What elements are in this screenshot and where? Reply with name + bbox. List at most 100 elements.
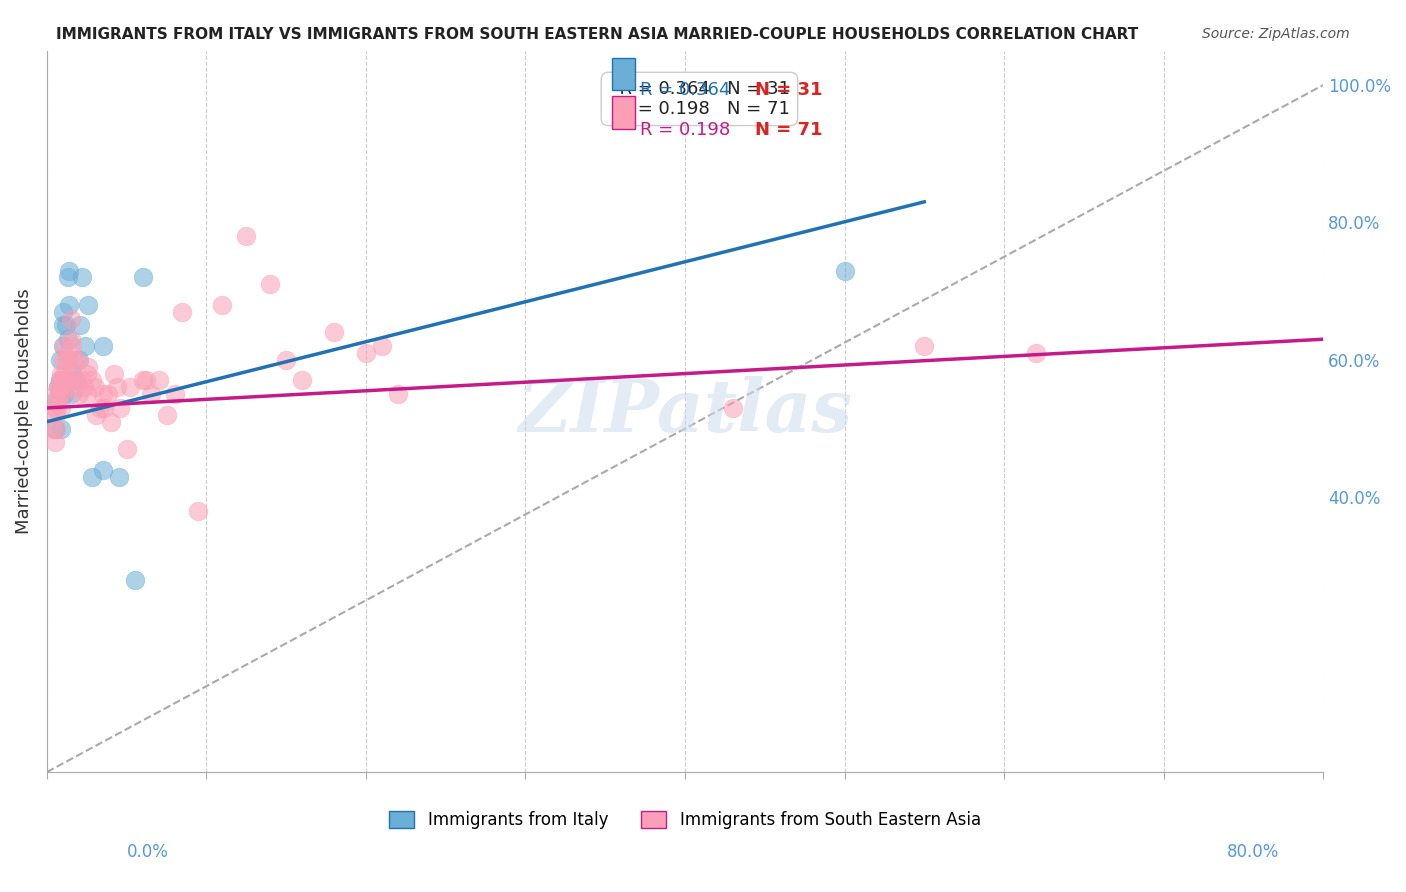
Point xyxy=(131,374,153,388)
Point xyxy=(118,380,141,394)
Point xyxy=(80,469,103,483)
Y-axis label: Married-couple Households: Married-couple Households xyxy=(15,288,32,534)
Point xyxy=(44,394,66,409)
Point xyxy=(45,401,67,415)
Text: R = 0.364: R = 0.364 xyxy=(640,81,731,99)
Point xyxy=(721,401,744,415)
Point xyxy=(59,387,82,401)
Point xyxy=(55,318,77,333)
Point xyxy=(56,346,79,360)
Point xyxy=(51,367,73,381)
Point xyxy=(107,469,129,483)
Point xyxy=(91,387,114,401)
Point xyxy=(65,374,87,388)
Point xyxy=(105,380,128,394)
Point xyxy=(93,401,115,415)
Point xyxy=(48,380,70,394)
Point xyxy=(52,304,75,318)
Point xyxy=(44,435,66,450)
Point xyxy=(96,387,118,401)
Text: Source: ZipAtlas.com: Source: ZipAtlas.com xyxy=(1202,27,1350,41)
Point xyxy=(51,401,73,415)
Point xyxy=(58,352,80,367)
Point xyxy=(62,339,84,353)
Point xyxy=(91,339,114,353)
Point xyxy=(46,394,69,409)
Point xyxy=(53,387,76,401)
Point xyxy=(354,346,377,360)
Point xyxy=(53,367,76,381)
Point xyxy=(77,298,100,312)
Point xyxy=(48,387,70,401)
Point xyxy=(187,504,209,518)
Point xyxy=(291,374,314,388)
Point xyxy=(1025,346,1047,360)
Point xyxy=(211,298,233,312)
Text: 0.0%: 0.0% xyxy=(127,843,169,861)
Point xyxy=(69,318,91,333)
Point xyxy=(44,387,66,401)
Text: IMMIGRANTS FROM ITALY VS IMMIGRANTS FROM SOUTH EASTERN ASIA MARRIED-COUPLE HOUSE: IMMIGRANTS FROM ITALY VS IMMIGRANTS FROM… xyxy=(56,27,1139,42)
Point xyxy=(103,367,125,381)
Point xyxy=(59,332,82,346)
Point xyxy=(259,277,281,292)
Point xyxy=(124,573,146,587)
Point xyxy=(66,352,89,367)
Point xyxy=(83,380,105,394)
Point xyxy=(91,463,114,477)
Point xyxy=(58,298,80,312)
Point xyxy=(70,270,93,285)
Point xyxy=(235,229,257,244)
Point xyxy=(172,304,194,318)
Point xyxy=(67,387,90,401)
Point xyxy=(51,421,73,435)
Text: ZIPatlas: ZIPatlas xyxy=(517,376,852,447)
Point xyxy=(89,401,111,415)
Point xyxy=(76,367,98,381)
Point xyxy=(52,318,75,333)
Legend: Immigrants from Italy, Immigrants from South Eastern Asia: Immigrants from Italy, Immigrants from S… xyxy=(382,805,987,836)
Point xyxy=(52,339,75,353)
Point xyxy=(62,367,84,381)
Point xyxy=(52,374,75,388)
Point xyxy=(80,374,103,388)
Point xyxy=(48,352,70,367)
Point xyxy=(45,408,67,422)
Point xyxy=(52,380,75,394)
Point xyxy=(45,421,67,435)
Point xyxy=(41,421,63,435)
Point xyxy=(65,352,87,367)
Text: R = 0.198: R = 0.198 xyxy=(640,121,731,139)
Point xyxy=(70,374,93,388)
Point xyxy=(67,352,90,367)
Point xyxy=(131,270,153,285)
FancyBboxPatch shape xyxy=(612,58,636,90)
Point xyxy=(86,408,108,422)
Point xyxy=(110,401,132,415)
Point xyxy=(53,339,76,353)
Text: N = 31: N = 31 xyxy=(755,81,823,99)
Point xyxy=(75,339,97,353)
Point xyxy=(834,263,856,277)
Point xyxy=(62,367,84,381)
Point xyxy=(51,387,73,401)
Text: 80.0%: 80.0% xyxy=(1227,843,1279,861)
Point xyxy=(135,374,157,388)
Point xyxy=(55,374,77,388)
Point xyxy=(65,380,87,394)
Point xyxy=(48,374,70,388)
Point xyxy=(77,359,100,374)
Point xyxy=(58,263,80,277)
Point xyxy=(139,387,162,401)
Point xyxy=(55,352,77,367)
Point xyxy=(51,387,73,401)
Point xyxy=(155,408,177,422)
FancyBboxPatch shape xyxy=(612,96,636,128)
Point xyxy=(42,401,65,415)
Point xyxy=(323,326,346,340)
Point xyxy=(387,387,409,401)
Point xyxy=(56,270,79,285)
Text: R = 0.364   N = 31
  R = 0.198   N = 71: R = 0.364 N = 31 R = 0.198 N = 71 xyxy=(609,79,790,119)
Point xyxy=(46,380,69,394)
Point xyxy=(100,415,122,429)
